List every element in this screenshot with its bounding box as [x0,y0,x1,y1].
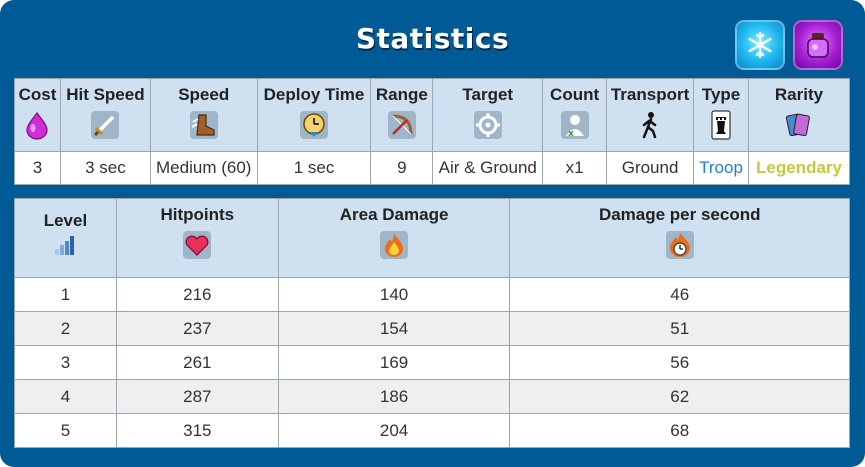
stat-value-rarity: Legendary [748,151,850,185]
level-bars-icon [54,234,76,256]
stat-header-count: Count x [542,78,608,152]
freeze-spell-icon [748,31,772,59]
level-row: 3 261 169 56 [14,345,850,380]
stat-header-label: Range [375,85,428,104]
stat-value-deploy-time: 1 sec [256,151,372,185]
area-damage-cell: 169 [277,345,511,380]
dps-cell: 46 [509,277,850,312]
stat-header-label: Deploy Time [263,85,365,104]
elixir-collector-badge[interactable] [793,20,843,70]
hitpoints-cell: 287 [115,379,279,414]
level-cell: 1 [14,277,117,312]
freeze-spell-badge[interactable] [735,20,785,70]
stat-header-label: Target [462,85,514,104]
dps-header: Damage per second [509,198,850,278]
stat-header-rarity: Rarity [748,78,850,152]
stats-header-row: Cost Hit Speed Speed [14,78,850,152]
hitpoints-cell: 315 [115,413,279,448]
area-damage-header: Area Damage [277,198,511,278]
stat-header-range: Range [370,78,434,152]
stat-header-cost: Cost [14,78,61,152]
hitpoints-header: Hitpoints [115,198,279,278]
card-stats-table: Cost Hit Speed Speed [14,78,850,185]
stats-values-row: 3 3 sec Medium (60) 1 sec 9 Air & Ground… [14,151,850,185]
level-header-label: Level [43,211,88,230]
cards-icon [784,110,814,140]
fire-icon [379,230,409,260]
sword-icon [90,110,120,140]
dps-cell: 62 [509,379,850,414]
dps-cell: 56 [509,345,850,380]
hitpoints-cell: 261 [115,345,279,380]
area-damage-cell: 204 [277,413,511,448]
levels-header-row: Level Hitpoints Area Damage [14,198,850,278]
level-stats-table: Level Hitpoints Area Damage [14,198,850,448]
stat-value-cost: 3 [14,151,61,185]
stat-header-speed: Speed [149,78,258,152]
level-row: 2 237 154 51 [14,311,850,346]
walking-person-icon [635,110,665,140]
stat-header-hit-speed: Hit Speed [59,78,151,152]
fire-clock-icon [665,230,695,260]
unit-count-icon: x [560,110,590,140]
stat-header-label: Rarity [774,85,824,104]
elixir-collector-icon [807,33,829,58]
hitpoints-cell: 216 [115,277,279,312]
boot-icon [189,110,219,140]
elixir-drop-icon [22,110,52,140]
stat-value-speed: Medium (60) [149,151,258,185]
stat-header-target: Target [432,78,544,152]
stat-value-range: 9 [370,151,434,185]
clock-icon [299,110,329,140]
rook-card-icon [706,110,736,140]
stat-header-type: Type [693,78,750,152]
stat-header-label: Speed [178,85,230,104]
stat-header-transport: Transport [606,78,695,152]
panel-title: Statistics [355,22,510,55]
stat-value-transport: Ground [606,151,695,185]
dps-cell: 68 [509,413,850,448]
level-row: 1 216 140 46 [14,277,850,312]
area-damage-cell: 186 [277,379,511,414]
level-cell: 2 [14,311,117,346]
level-row: 5 315 204 68 [14,413,850,448]
hitpoints-cell: 237 [115,311,279,346]
area-damage-cell: 140 [277,277,511,312]
stat-header-label: Hit Speed [66,85,145,104]
stat-header-deploy-time: Deploy Time [256,78,372,152]
stat-value-count: x1 [542,151,608,185]
area-damage-cell: 154 [277,311,511,346]
stat-header-label: Transport [610,85,690,104]
bow-icon [387,110,417,140]
level-cell: 3 [14,345,117,380]
dps-header-label: Damage per second [598,205,761,224]
area-damage-header-label: Area Damage [339,205,449,224]
stat-value-type-link[interactable]: Troop [693,151,750,185]
level-cell: 4 [14,379,117,414]
hitpoints-header-label: Hitpoints [160,205,235,224]
stat-value-hit-speed: 3 sec [59,151,151,185]
stat-header-label: Type [701,85,741,104]
dps-cell: 51 [509,311,850,346]
stat-header-label: Cost [18,85,57,104]
stat-header-label: Count [550,85,600,104]
stat-value-target: Air & Ground [432,151,544,185]
level-header: Level [14,198,117,278]
level-cell: 5 [14,413,117,448]
svg-text:x: x [568,129,574,139]
crosshair-icon [473,110,503,140]
level-row: 4 287 186 62 [14,379,850,414]
heart-icon [182,230,212,260]
